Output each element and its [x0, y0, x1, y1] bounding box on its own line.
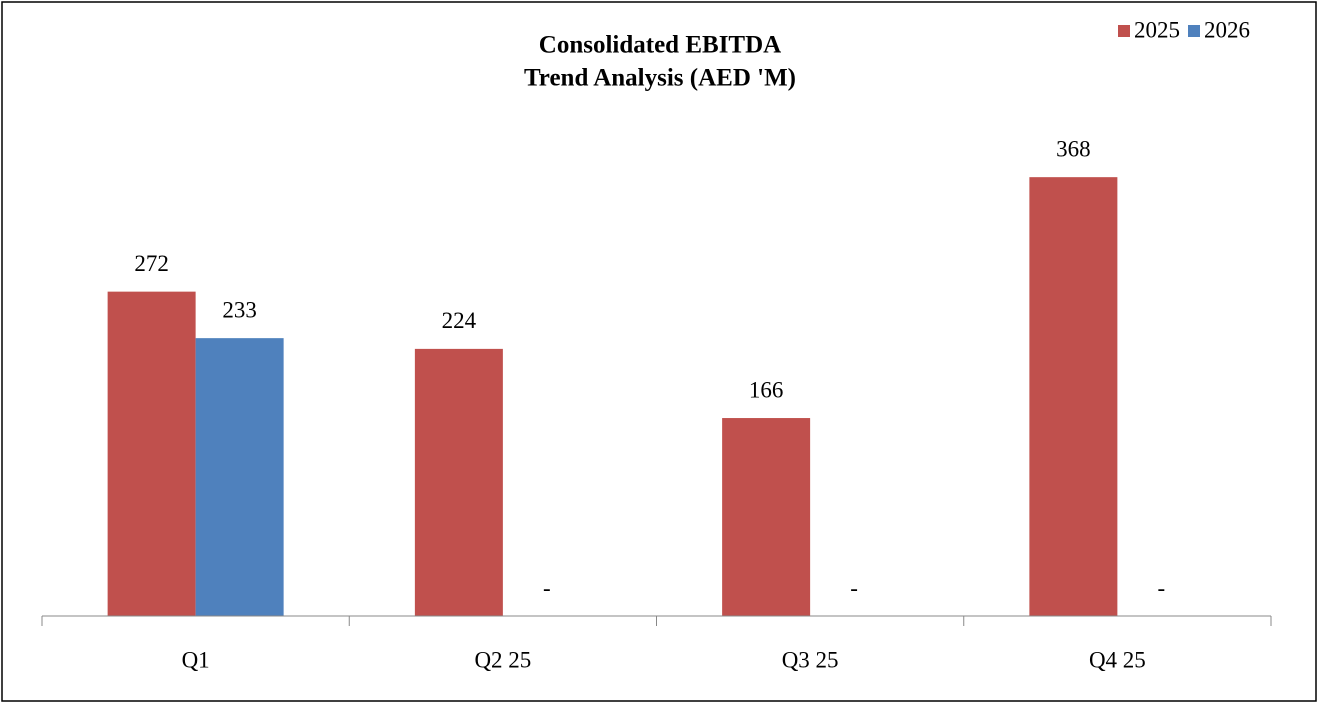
- data-label: 272: [134, 251, 169, 276]
- bar: [1029, 177, 1118, 616]
- data-label: -: [850, 575, 858, 600]
- legend-label: 2025: [1134, 17, 1180, 42]
- data-label: 224: [442, 308, 477, 333]
- bar: [414, 348, 503, 616]
- chart-title: Trend Analysis (AED 'M): [524, 65, 796, 92]
- x-tick-label: Q1: [182, 647, 210, 672]
- data-label: -: [543, 575, 551, 600]
- bar: [195, 338, 284, 616]
- x-tick-label: Q3 25: [782, 647, 839, 672]
- legend-label: 2026: [1204, 17, 1250, 42]
- bar: [722, 418, 811, 616]
- data-label: 368: [1056, 136, 1091, 161]
- data-label: -: [1158, 575, 1166, 600]
- legend-swatch: [1118, 25, 1130, 37]
- data-label: 233: [222, 297, 257, 322]
- legend-swatch: [1188, 25, 1200, 37]
- bar: [107, 291, 196, 616]
- chart-title: Consolidated EBITDA: [539, 32, 781, 59]
- x-tick-label: Q2 25: [474, 647, 531, 672]
- data-label: 166: [749, 377, 784, 402]
- x-tick-label: Q4 25: [1089, 647, 1146, 672]
